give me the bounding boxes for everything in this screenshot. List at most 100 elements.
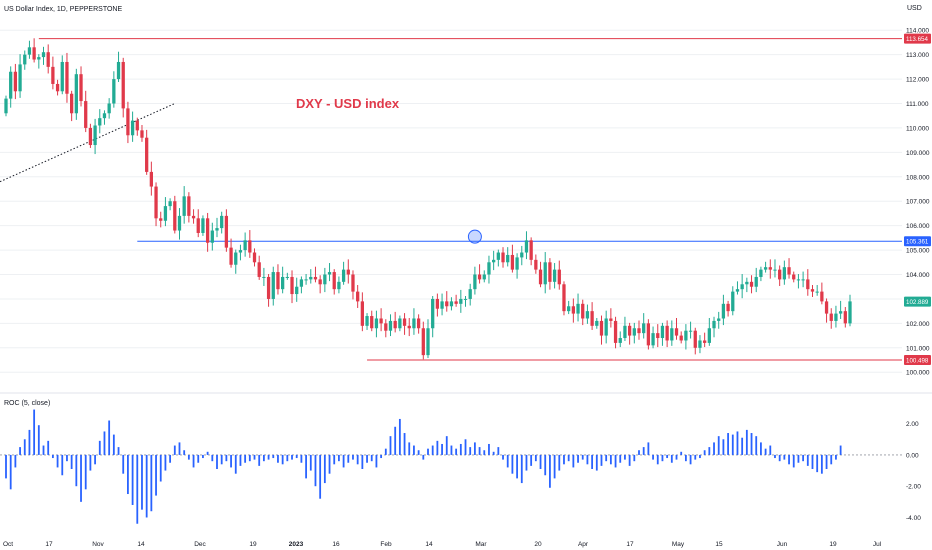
- candle-body: [749, 281, 754, 287]
- roc-bar: [666, 454, 669, 459]
- roc-bar: [342, 454, 345, 468]
- roc-bar: [567, 454, 570, 462]
- roc-bar: [84, 454, 87, 490]
- candle-body: [806, 279, 810, 290]
- roc-bar: [131, 454, 134, 505]
- candle-body: [670, 328, 674, 341]
- price-label-text: 113.654: [906, 36, 928, 43]
- candle-body: [332, 272, 336, 290]
- candle-body: [79, 74, 83, 102]
- candle-body: [660, 325, 665, 339]
- candle-body: [787, 267, 791, 275]
- candle-body: [792, 274, 796, 280]
- trendline: [0, 103, 176, 183]
- roc-bar: [216, 454, 218, 469]
- candle-body: [632, 328, 636, 336]
- candle-body: [618, 338, 622, 343]
- time-tick-label: 19: [829, 541, 837, 548]
- roc-bar: [103, 431, 106, 455]
- candle-body: [262, 276, 266, 278]
- roc-bar: [544, 454, 547, 476]
- candle-body: [703, 340, 707, 343]
- price-tick-label: 110.000: [906, 125, 929, 132]
- roc-bar: [802, 454, 805, 462]
- candle-body: [459, 298, 463, 304]
- roc-bar: [333, 454, 336, 465]
- candle-body: [684, 330, 688, 341]
- candle-body: [468, 289, 472, 299]
- time-tick-label: 14: [425, 541, 433, 548]
- roc-bar: [516, 454, 518, 479]
- price-labels: 113.654 105.361 102.889 100.498: [904, 33, 931, 366]
- candle-body: [473, 274, 477, 290]
- roc-bar: [549, 454, 551, 488]
- candle-body: [613, 320, 618, 343]
- candle-body: [773, 269, 777, 271]
- candle-body: [309, 276, 313, 280]
- candle-body: [65, 61, 69, 94]
- roc-bar: [464, 439, 467, 455]
- roc-bar: [689, 454, 692, 465]
- candle-body: [604, 318, 608, 336]
- roc-bar: [628, 454, 631, 466]
- candle-body: [529, 240, 533, 260]
- candle-body: [688, 330, 693, 332]
- candle-body: [585, 311, 590, 319]
- roc-bar: [192, 454, 195, 468]
- roc-bar: [375, 454, 378, 468]
- roc-bar: [380, 454, 383, 459]
- candle-body: [177, 215, 182, 231]
- candle-body: [492, 259, 496, 263]
- roc-bar: [797, 454, 800, 463]
- roc-bar: [286, 454, 289, 462]
- roc-bar: [572, 454, 575, 468]
- candle-body: [440, 301, 444, 309]
- candle-body: [454, 301, 458, 304]
- roc-bar: [708, 447, 711, 455]
- roc-bar: [23, 439, 26, 455]
- roc-bar: [806, 454, 809, 466]
- candle-body: [679, 335, 683, 341]
- candle-body: [416, 318, 421, 329]
- roc-bar: [352, 454, 354, 460]
- roc-bar: [384, 448, 387, 455]
- roc-bar: [80, 454, 82, 502]
- roc-bar: [755, 436, 758, 455]
- axes: 114.000 113.000 112.000 111.000 110.000 109.0…: [0, 28, 932, 548]
- candle-body: [421, 328, 425, 356]
- roc-bar: [427, 448, 429, 455]
- candle-body: [243, 240, 247, 251]
- candle-body: [196, 218, 200, 233]
- roc-bar: [619, 454, 622, 463]
- candle-body: [693, 330, 697, 348]
- time-tick-label: 17: [626, 541, 634, 548]
- roc-bar: [394, 426, 397, 455]
- roc-bar: [469, 447, 472, 455]
- candle-body: [351, 274, 355, 292]
- roc-bar: [534, 454, 537, 462]
- candle-body: [824, 301, 829, 314]
- candle-body: [712, 320, 716, 329]
- roc-bar: [150, 454, 153, 512]
- price-tick-label: 100.000: [906, 370, 930, 377]
- candle-body: [149, 171, 153, 187]
- roc-bar: [595, 454, 598, 471]
- candle-body: [627, 325, 632, 336]
- candle-body: [187, 196, 191, 216]
- time-tick-label: Oct: [3, 541, 13, 548]
- roc-bar: [56, 454, 59, 468]
- candle-body: [337, 281, 341, 290]
- roc-bar: [488, 443, 490, 455]
- roc-bar: [450, 445, 453, 455]
- roc-tick-label: 0.00: [906, 452, 919, 459]
- candle-body: [801, 279, 805, 281]
- candle-body: [402, 318, 407, 326]
- candle-body: [595, 320, 599, 326]
- candle-body: [313, 276, 318, 280]
- roc-bar: [835, 454, 837, 460]
- candle-body: [299, 279, 304, 287]
- roc-bar: [417, 450, 420, 455]
- roc-bar: [422, 454, 425, 460]
- candle-body: [154, 186, 158, 219]
